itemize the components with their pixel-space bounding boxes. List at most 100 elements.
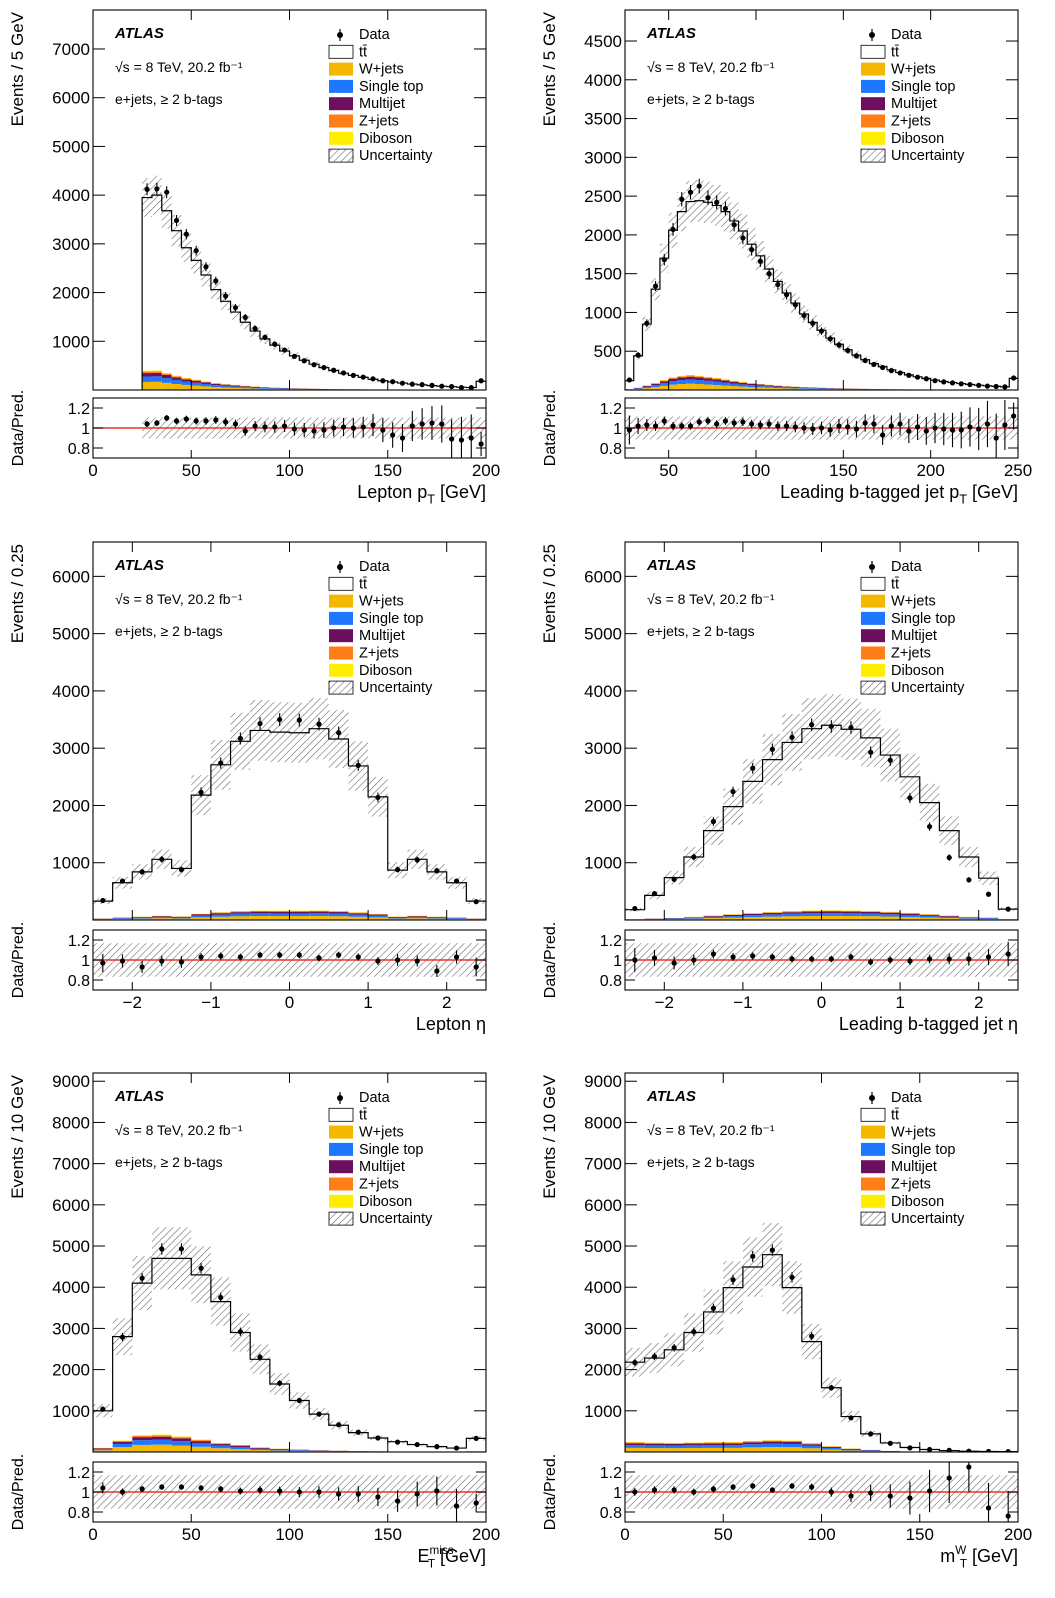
data-point bbox=[355, 762, 361, 768]
singletop-bin bbox=[919, 915, 940, 918]
ratio-point bbox=[696, 419, 702, 425]
singletop-bin bbox=[825, 388, 835, 390]
ratio-point bbox=[458, 437, 465, 443]
data-point bbox=[291, 353, 298, 359]
ratio-point bbox=[651, 1487, 658, 1493]
ratio-plot-area bbox=[625, 941, 1018, 977]
ratio-point bbox=[907, 958, 913, 964]
multijet-bin bbox=[756, 384, 765, 386]
data-point bbox=[809, 1333, 815, 1339]
data-point bbox=[966, 877, 972, 883]
ratio-point bbox=[705, 418, 711, 424]
ratio-point bbox=[710, 1486, 717, 1492]
wjets-bin bbox=[387, 918, 408, 920]
ratio-point bbox=[845, 424, 851, 430]
ratio-point bbox=[1011, 413, 1017, 419]
wjets-bin bbox=[191, 385, 202, 390]
wjets-bin bbox=[782, 388, 791, 390]
wjets-bin bbox=[790, 388, 800, 390]
ratio-y-tick-label: 0.8 bbox=[68, 1505, 90, 1522]
ratio-point bbox=[868, 1490, 874, 1496]
y-tick-label: 1000 bbox=[52, 1402, 90, 1421]
y-tick-label: 5000 bbox=[584, 1237, 622, 1256]
multijet-bin bbox=[181, 379, 192, 382]
singletop-bin bbox=[782, 1443, 802, 1448]
singletop-bin bbox=[328, 913, 349, 917]
atlas-label: ATLAS bbox=[114, 1088, 164, 1105]
data-point bbox=[966, 1448, 972, 1452]
ratio-point bbox=[984, 421, 991, 427]
singletop-bin bbox=[738, 384, 748, 387]
wjets-bin bbox=[860, 916, 881, 920]
data-point bbox=[419, 382, 425, 388]
ratio-point bbox=[671, 960, 677, 966]
diboson-bin bbox=[171, 1436, 192, 1438]
zjets-bin bbox=[668, 377, 678, 379]
ratio-point bbox=[370, 422, 376, 428]
ratio-point bbox=[355, 1491, 361, 1497]
singletop-bin bbox=[289, 388, 300, 390]
ratio-point bbox=[296, 1489, 302, 1495]
wjets-bin bbox=[959, 918, 979, 920]
ratio-y-tick-label: 0.8 bbox=[600, 1505, 622, 1522]
zjets-bin bbox=[841, 910, 861, 912]
legend-label-data: Data bbox=[891, 559, 923, 575]
singletop-bin bbox=[729, 383, 739, 387]
ratio-point bbox=[710, 951, 717, 957]
ratio-point bbox=[635, 423, 641, 429]
data-point bbox=[887, 757, 893, 763]
singletop-bin bbox=[260, 387, 270, 389]
ratio-point bbox=[203, 418, 209, 424]
data-point bbox=[473, 1435, 479, 1442]
wjets-bin bbox=[309, 915, 329, 920]
legend-swatch-zjets bbox=[329, 1177, 353, 1191]
ratio-y-tick-label: 1 bbox=[81, 953, 90, 970]
wjets-bin bbox=[171, 383, 182, 390]
panel-4: 1000 2000 3000 4000 5000 6000 −2 −1 0 1 2 Events / … bbox=[540, 541, 1019, 1034]
ratio-point bbox=[183, 416, 189, 422]
legend-swatch-ttbar bbox=[328, 1107, 354, 1122]
panel-5: 1000 2000 3000 4000 5000 6000 7000 8000 9000 0 50 1… bbox=[8, 1072, 500, 1570]
singletop-bin bbox=[742, 915, 763, 918]
legend-swatch-diboson bbox=[861, 663, 885, 677]
data-point bbox=[178, 867, 185, 873]
multijet-bin bbox=[703, 378, 713, 381]
wjets-bin bbox=[683, 1447, 704, 1452]
data-point bbox=[801, 312, 807, 319]
y-tick-label: 6000 bbox=[52, 89, 90, 108]
multijet-bin bbox=[939, 916, 960, 917]
wjets-bin bbox=[201, 386, 211, 390]
y-tick-label: 4000 bbox=[584, 682, 622, 701]
multijet-bin bbox=[723, 1443, 743, 1446]
data-point bbox=[370, 376, 376, 382]
ratio-point bbox=[932, 425, 938, 431]
wjets-bin bbox=[112, 1447, 133, 1452]
multijet-bin bbox=[644, 1443, 665, 1446]
x-tick-label: −1 bbox=[201, 993, 220, 1012]
ratio-point bbox=[296, 952, 302, 958]
legend-label-singletop: Single top bbox=[359, 79, 424, 95]
legend-swatch-wjets bbox=[329, 1125, 353, 1139]
ratio-point bbox=[949, 427, 956, 433]
legend-label-uncertainty: Uncertainty bbox=[359, 148, 433, 164]
diboson-bin bbox=[686, 374, 695, 376]
x-axis-label: Lepton pT [GeV] bbox=[357, 482, 486, 506]
ratio-point bbox=[223, 419, 229, 425]
x-tick-label: 0 bbox=[88, 461, 97, 480]
legend-label-zjets: Z+jets bbox=[359, 114, 399, 130]
wjets-bin bbox=[664, 1448, 684, 1452]
x-tick-label: 100 bbox=[275, 1525, 303, 1544]
data-point bbox=[414, 857, 420, 863]
multijet-bin bbox=[799, 387, 809, 388]
singletop-bin bbox=[427, 917, 447, 919]
legend-label-diboson: Diboson bbox=[891, 663, 944, 679]
singletop-bin bbox=[250, 387, 261, 389]
y-tick-label: 500 bbox=[594, 342, 622, 361]
atlas-label: ATLAS bbox=[646, 1088, 696, 1105]
multijet-bin bbox=[210, 1444, 231, 1446]
ratio-point bbox=[967, 424, 973, 430]
data-point bbox=[139, 869, 145, 875]
singletop-bin bbox=[93, 1449, 113, 1451]
legend-swatch-multijet bbox=[329, 1160, 353, 1174]
diboson-bin bbox=[161, 372, 172, 374]
